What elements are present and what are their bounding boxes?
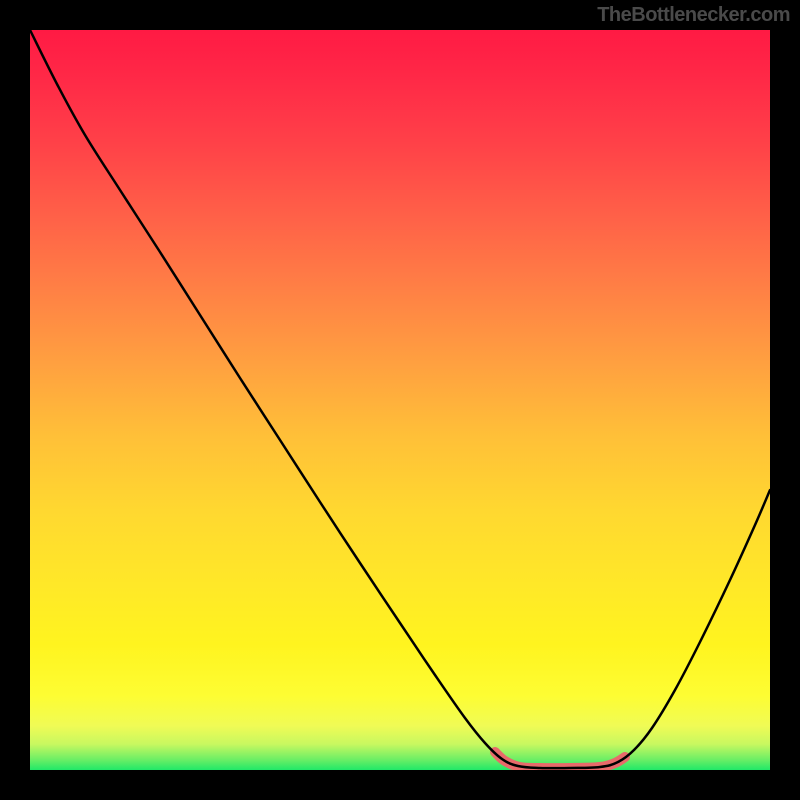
- watermark-text: TheBottlenecker.com: [597, 4, 790, 27]
- plot-container: [30, 30, 770, 770]
- curve-svg: [30, 30, 770, 770]
- plot-area: [30, 30, 770, 770]
- curve-path: [30, 30, 770, 768]
